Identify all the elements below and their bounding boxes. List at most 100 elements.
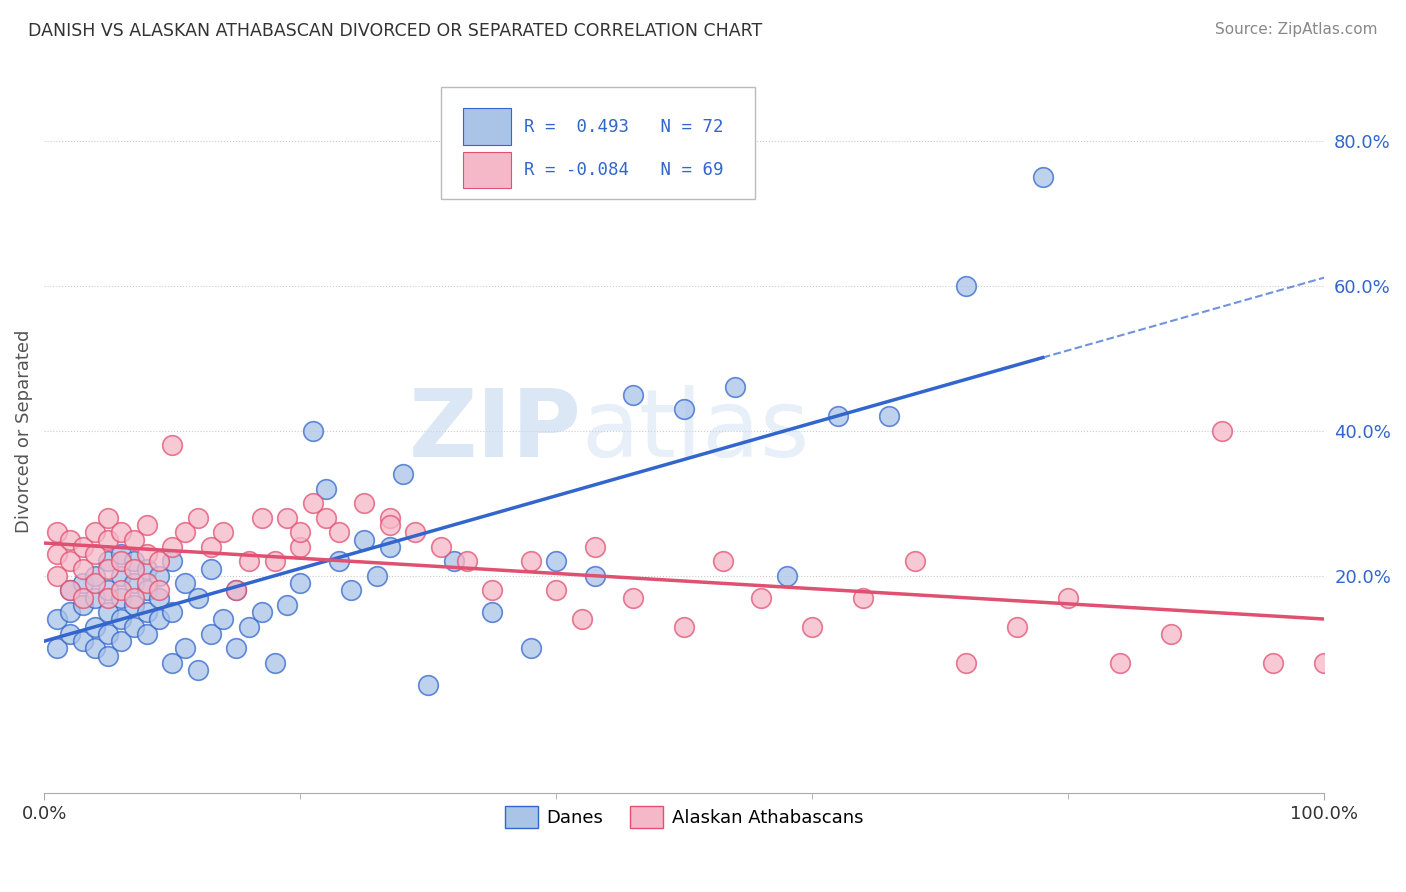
Point bbox=[148, 569, 170, 583]
Point bbox=[546, 554, 568, 568]
Point bbox=[263, 656, 285, 670]
Point bbox=[443, 554, 465, 568]
Point bbox=[366, 569, 388, 583]
Point bbox=[72, 562, 94, 576]
Point bbox=[827, 409, 849, 424]
Text: Source: ZipAtlas.com: Source: ZipAtlas.com bbox=[1215, 22, 1378, 37]
Point bbox=[621, 387, 644, 401]
Point bbox=[955, 656, 977, 670]
Point bbox=[519, 641, 541, 656]
Point bbox=[84, 547, 107, 561]
Point bbox=[1005, 620, 1028, 634]
Point bbox=[1313, 656, 1336, 670]
Point bbox=[571, 612, 593, 626]
Point bbox=[72, 576, 94, 591]
Point bbox=[59, 605, 82, 619]
Point bbox=[378, 511, 401, 525]
Point bbox=[84, 525, 107, 540]
Point bbox=[174, 641, 197, 656]
Point bbox=[59, 583, 82, 598]
Point bbox=[955, 279, 977, 293]
Text: ZIP: ZIP bbox=[409, 385, 582, 477]
Point bbox=[418, 678, 440, 692]
Y-axis label: Divorced or Separated: Divorced or Separated bbox=[15, 329, 32, 533]
Point bbox=[122, 562, 145, 576]
Point bbox=[621, 591, 644, 605]
Point bbox=[187, 663, 209, 677]
Point bbox=[59, 583, 82, 598]
Point bbox=[276, 598, 298, 612]
Point bbox=[852, 591, 875, 605]
Point bbox=[225, 583, 247, 598]
Point bbox=[583, 540, 606, 554]
Point bbox=[110, 569, 132, 583]
Text: atlas: atlas bbox=[582, 385, 810, 477]
Point bbox=[250, 605, 273, 619]
Point bbox=[673, 402, 696, 417]
Point bbox=[160, 554, 183, 568]
Point bbox=[160, 438, 183, 452]
Point bbox=[110, 554, 132, 568]
Point bbox=[135, 576, 157, 591]
Bar bbox=[463, 109, 512, 145]
Point bbox=[174, 576, 197, 591]
Point bbox=[749, 591, 772, 605]
Point bbox=[97, 583, 120, 598]
Point bbox=[328, 554, 350, 568]
Point bbox=[135, 518, 157, 533]
Point bbox=[97, 562, 120, 576]
Point bbox=[583, 569, 606, 583]
Point bbox=[315, 511, 337, 525]
Point bbox=[135, 547, 157, 561]
Point bbox=[148, 612, 170, 626]
Point bbox=[110, 525, 132, 540]
Point bbox=[84, 620, 107, 634]
Point bbox=[45, 612, 67, 626]
Point bbox=[1032, 170, 1054, 185]
Point bbox=[160, 605, 183, 619]
Legend: Danes, Alaskan Athabascans: Danes, Alaskan Athabascans bbox=[498, 798, 870, 835]
Point bbox=[328, 525, 350, 540]
Point bbox=[174, 525, 197, 540]
Point bbox=[97, 591, 120, 605]
Point bbox=[97, 627, 120, 641]
Point bbox=[776, 569, 799, 583]
Point bbox=[276, 511, 298, 525]
Point bbox=[122, 591, 145, 605]
Point bbox=[148, 591, 170, 605]
Point bbox=[904, 554, 927, 568]
Point bbox=[72, 598, 94, 612]
Point bbox=[97, 511, 120, 525]
Point bbox=[122, 576, 145, 591]
Point bbox=[59, 533, 82, 547]
Point bbox=[84, 641, 107, 656]
Point bbox=[72, 540, 94, 554]
Point bbox=[391, 467, 413, 482]
Point bbox=[110, 583, 132, 598]
Point bbox=[122, 620, 145, 634]
Text: R = -0.084   N = 69: R = -0.084 N = 69 bbox=[524, 161, 724, 179]
Point bbox=[238, 554, 260, 568]
Point bbox=[302, 424, 325, 438]
Point bbox=[263, 554, 285, 568]
Point bbox=[456, 554, 478, 568]
Point bbox=[200, 562, 222, 576]
Point bbox=[288, 540, 311, 554]
Point bbox=[97, 605, 120, 619]
Point bbox=[45, 641, 67, 656]
Point bbox=[148, 554, 170, 568]
Point bbox=[160, 656, 183, 670]
Point bbox=[801, 620, 824, 634]
Point bbox=[45, 525, 67, 540]
Point bbox=[160, 540, 183, 554]
Point bbox=[225, 641, 247, 656]
Point bbox=[288, 525, 311, 540]
Point bbox=[84, 569, 107, 583]
Point bbox=[430, 540, 453, 554]
Point bbox=[238, 620, 260, 634]
Point bbox=[1108, 656, 1130, 670]
Text: R =  0.493   N = 72: R = 0.493 N = 72 bbox=[524, 118, 724, 136]
Point bbox=[110, 547, 132, 561]
Point bbox=[97, 554, 120, 568]
Point bbox=[200, 540, 222, 554]
